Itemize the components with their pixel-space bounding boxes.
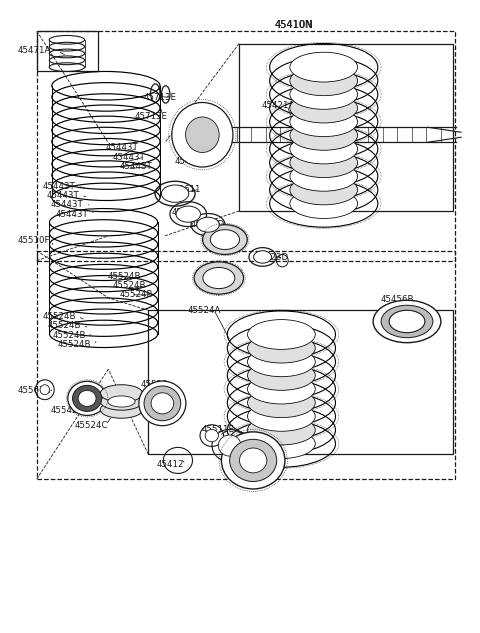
Ellipse shape: [176, 206, 201, 222]
Text: 45422: 45422: [172, 208, 199, 216]
Text: 45456B: 45456B: [380, 294, 414, 304]
Text: 45524C: 45524C: [74, 420, 108, 430]
Ellipse shape: [290, 120, 358, 150]
Ellipse shape: [290, 147, 358, 177]
Text: 45713E: 45713E: [144, 93, 177, 102]
Ellipse shape: [248, 361, 315, 391]
Ellipse shape: [161, 185, 189, 203]
Ellipse shape: [290, 189, 358, 218]
Ellipse shape: [290, 93, 358, 123]
Ellipse shape: [248, 374, 315, 404]
Text: 45410N: 45410N: [275, 20, 313, 30]
Text: 45443T: 45443T: [113, 153, 146, 161]
Text: 45443T: 45443T: [120, 162, 153, 171]
Text: 45524B: 45524B: [53, 330, 86, 340]
Ellipse shape: [139, 381, 186, 425]
Ellipse shape: [151, 393, 174, 414]
Ellipse shape: [100, 385, 143, 402]
Text: 45524B: 45524B: [120, 291, 154, 299]
Text: 45471A: 45471A: [18, 46, 51, 56]
Text: 45410N: 45410N: [275, 20, 313, 30]
Ellipse shape: [373, 300, 441, 342]
Ellipse shape: [240, 448, 267, 473]
Ellipse shape: [186, 117, 219, 153]
Ellipse shape: [100, 401, 143, 418]
Ellipse shape: [248, 333, 315, 363]
Text: 45510F: 45510F: [18, 236, 50, 246]
Ellipse shape: [205, 429, 218, 442]
Ellipse shape: [218, 435, 241, 456]
Text: 45443T: 45443T: [42, 182, 75, 191]
Ellipse shape: [248, 429, 315, 458]
Text: 45523: 45523: [140, 380, 168, 389]
Text: 45443T: 45443T: [51, 200, 84, 210]
Ellipse shape: [290, 66, 358, 96]
Ellipse shape: [290, 161, 358, 191]
Ellipse shape: [229, 439, 276, 482]
Ellipse shape: [221, 432, 285, 489]
Text: 45524B: 45524B: [58, 340, 91, 349]
Ellipse shape: [172, 103, 233, 167]
Ellipse shape: [290, 53, 358, 82]
Ellipse shape: [248, 347, 315, 377]
Ellipse shape: [108, 396, 135, 407]
Text: 45524B: 45524B: [47, 322, 81, 330]
Ellipse shape: [290, 80, 358, 110]
Ellipse shape: [40, 385, 49, 394]
Text: 45511E: 45511E: [202, 425, 234, 434]
Ellipse shape: [248, 320, 315, 349]
Text: 45414B: 45414B: [174, 157, 208, 166]
Text: 45412: 45412: [156, 460, 184, 468]
Text: 45542D: 45542D: [51, 406, 85, 415]
Text: 45713E: 45713E: [134, 112, 167, 122]
Text: 45424B: 45424B: [208, 234, 241, 244]
Text: 45514A: 45514A: [235, 436, 269, 445]
Ellipse shape: [203, 225, 247, 254]
Text: 45421A: 45421A: [261, 101, 295, 110]
Text: 45567A: 45567A: [18, 386, 51, 396]
Text: 45523D: 45523D: [254, 253, 288, 262]
Ellipse shape: [290, 134, 358, 164]
Ellipse shape: [253, 251, 272, 263]
Text: 45524B: 45524B: [113, 281, 146, 290]
Text: 45423D: 45423D: [191, 220, 225, 229]
Ellipse shape: [290, 175, 358, 205]
Ellipse shape: [72, 385, 102, 411]
Text: 45443T: 45443T: [46, 191, 79, 200]
Text: 45443T: 45443T: [56, 210, 88, 218]
Ellipse shape: [197, 217, 219, 232]
Ellipse shape: [290, 107, 358, 137]
Ellipse shape: [381, 305, 433, 337]
Ellipse shape: [248, 401, 315, 431]
Ellipse shape: [194, 262, 243, 294]
Ellipse shape: [248, 415, 315, 445]
Text: 45524B: 45524B: [42, 312, 76, 321]
Ellipse shape: [144, 386, 181, 421]
Ellipse shape: [203, 268, 235, 289]
Text: 45442F: 45442F: [197, 276, 229, 285]
Ellipse shape: [68, 381, 107, 415]
Ellipse shape: [248, 388, 315, 418]
Ellipse shape: [210, 230, 240, 249]
Text: 45524B: 45524B: [108, 272, 141, 280]
Ellipse shape: [389, 310, 425, 333]
Text: 45611: 45611: [173, 185, 201, 194]
Ellipse shape: [78, 391, 96, 406]
Text: 45524A: 45524A: [187, 306, 221, 315]
Text: 45443T: 45443T: [106, 143, 139, 153]
Ellipse shape: [100, 393, 143, 410]
